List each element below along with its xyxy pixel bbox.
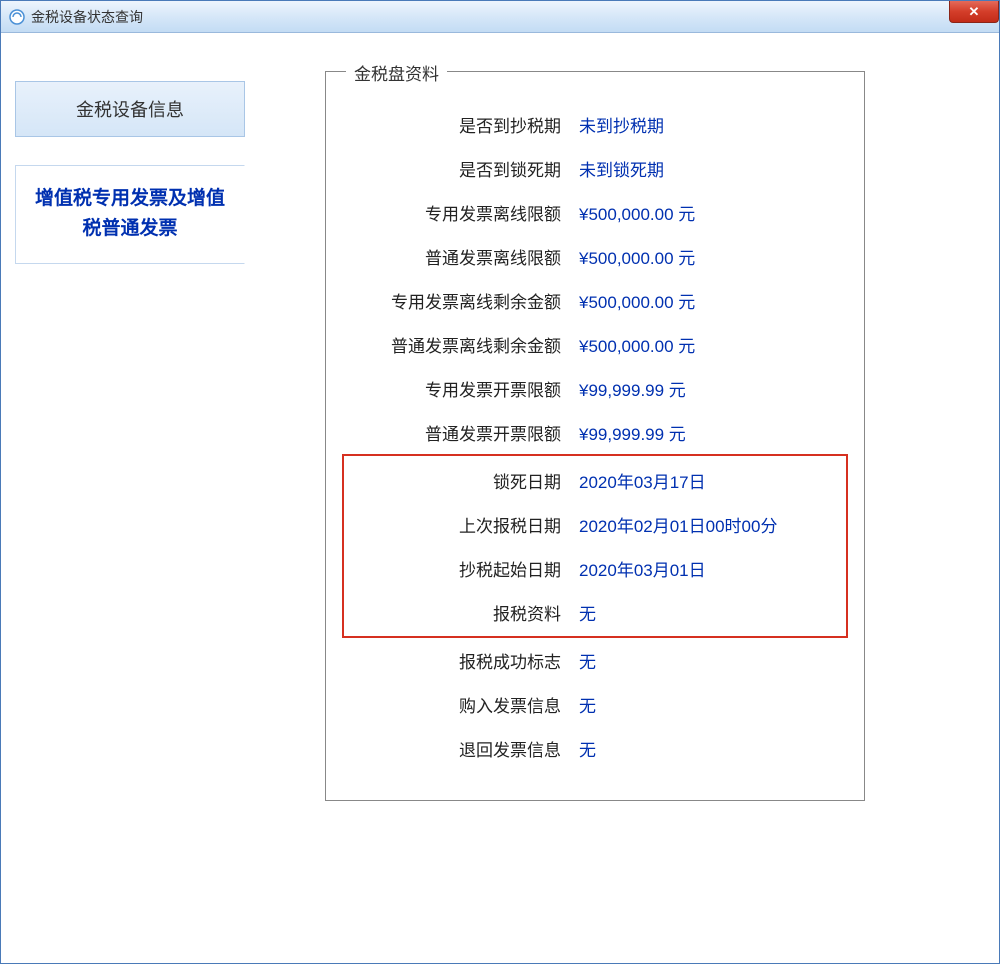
titlebar: 金税设备状态查询 ✕ [1,1,999,33]
info-value: ¥99,999.99 元 [579,420,846,445]
info-value: 无 [579,736,846,761]
info-row: 购入发票信息无 [344,682,846,726]
info-value: ¥99,999.99 元 [579,376,846,401]
info-row: 抄税起始日期2020年03月01日 [344,546,846,590]
info-label: 普通发票离线剩余金额 [344,332,579,357]
info-row: 上次报税日期2020年02月01日00时00分 [344,502,846,546]
info-row: 普通发票离线限额¥500,000.00 元 [344,234,846,278]
info-row: 普通发票离线剩余金额¥500,000.00 元 [344,322,846,366]
highlight-box: 锁死日期2020年03月17日上次报税日期2020年02月01日00时00分抄税… [342,454,848,638]
info-label: 报税成功标志 [344,648,579,673]
info-row: 专用发票开票限额¥99,999.99 元 [344,366,846,410]
fieldset-tax-disk: 金税盘资料 是否到抄税期未到抄税期是否到锁死期未到锁死期专用发票离线限额¥500… [325,71,865,801]
main-panel: 金税盘资料 是否到抄税期未到抄税期是否到锁死期未到锁死期专用发票离线限额¥500… [245,51,985,949]
info-value: 无 [579,600,846,625]
info-value: ¥500,000.00 元 [579,244,846,269]
window: 金税设备状态查询 ✕ 金税设备信息 增值税专用发票及增值税普通发票 金税盘资料 … [0,0,1000,964]
info-value: 未到抄税期 [579,112,846,137]
info-value: 无 [579,648,846,673]
sidebar-header: 金税设备信息 [15,81,245,137]
sidebar: 金税设备信息 增值税专用发票及增值税普通发票 [15,81,245,949]
info-row: 是否到锁死期未到锁死期 [344,146,846,190]
info-label: 普通发票离线限额 [344,244,579,269]
info-row: 普通发票开票限额¥99,999.99 元 [344,410,846,454]
sidebar-tab-invoice[interactable]: 增值税专用发票及增值税普通发票 [15,165,245,264]
info-label: 专用发票开票限额 [344,376,579,401]
info-label: 上次报税日期 [344,512,579,537]
close-button[interactable]: ✕ [949,1,999,23]
fieldset-legend: 金税盘资料 [346,60,447,85]
info-label: 是否到锁死期 [344,156,579,181]
info-row: 报税成功标志无 [344,638,846,682]
info-value: ¥500,000.00 元 [579,332,846,357]
app-icon [9,9,25,25]
info-label: 抄税起始日期 [344,556,579,581]
info-value: 2020年03月01日 [579,556,846,581]
info-row: 退回发票信息无 [344,726,846,770]
info-label: 专用发票离线剩余金额 [344,288,579,313]
info-row: 专用发票离线剩余金额¥500,000.00 元 [344,278,846,322]
info-row: 是否到抄税期未到抄税期 [344,102,846,146]
info-label: 专用发票离线限额 [344,200,579,225]
info-label: 购入发票信息 [344,692,579,717]
info-value: ¥500,000.00 元 [579,288,846,313]
info-row: 专用发票离线限额¥500,000.00 元 [344,190,846,234]
info-value: 2020年02月01日00时00分 [579,512,846,537]
info-label: 退回发票信息 [344,736,579,761]
info-value: ¥500,000.00 元 [579,200,846,225]
info-label: 是否到抄税期 [344,112,579,137]
info-label: 普通发票开票限额 [344,420,579,445]
info-label: 报税资料 [344,600,579,625]
content-area: 金税设备信息 增值税专用发票及增值税普通发票 金税盘资料 是否到抄税期未到抄税期… [1,33,999,963]
window-title: 金税设备状态查询 [31,7,143,27]
close-icon: ✕ [969,4,980,20]
info-value: 无 [579,692,846,717]
info-value: 2020年03月17日 [579,468,846,493]
info-row: 锁死日期2020年03月17日 [344,458,846,502]
info-row: 报税资料无 [344,590,846,634]
info-label: 锁死日期 [344,468,579,493]
info-value: 未到锁死期 [579,156,846,181]
